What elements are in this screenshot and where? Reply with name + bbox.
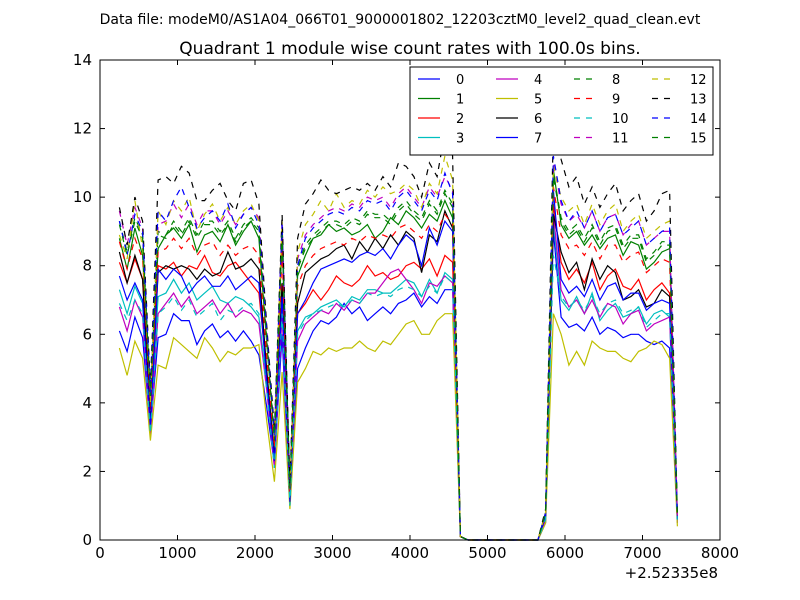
x-tick-label: 4000	[391, 544, 429, 562]
series-line-10	[118, 255, 678, 541]
y-tick-label: 10	[73, 188, 92, 206]
legend-label-15: 15	[690, 132, 707, 147]
legend-label-3: 3	[456, 132, 464, 147]
legend-label-7: 7	[534, 132, 542, 147]
series-line-9	[118, 186, 678, 541]
legend-label-8: 8	[612, 73, 620, 88]
x-tick-label: 7000	[623, 544, 661, 562]
series-line-2	[118, 203, 678, 541]
legend-label-4: 4	[534, 73, 542, 88]
legend-label-10: 10	[612, 112, 629, 127]
y-tick-label: 4	[82, 394, 92, 412]
axis-ticks: 0 1000 2000 3000 4000 5000 6000 7000 80000246810…	[73, 51, 739, 562]
legend-label-5: 5	[534, 93, 542, 108]
x-tick-label: 1000	[158, 544, 196, 562]
series-line-1	[118, 169, 678, 541]
series-line-4	[118, 214, 678, 541]
legend-label-12: 12	[690, 73, 707, 88]
series-line-7	[118, 190, 678, 541]
legend-label-6: 6	[534, 112, 542, 127]
y-tick-label: 0	[82, 531, 92, 549]
x-tick-label: 6000	[546, 544, 584, 562]
chart-title: Quadrant 1 module wise count rates with …	[179, 39, 640, 59]
legend-label-13: 13	[690, 93, 707, 108]
figure-suptitle: Data file: modeM0/AS1A04_066T01_90000018…	[100, 12, 701, 28]
legend-label-14: 14	[690, 112, 707, 127]
legend-label-0: 0	[456, 73, 464, 88]
series-line-13	[118, 124, 678, 541]
series-line-5	[118, 313, 678, 541]
y-tick-label: 12	[73, 120, 92, 138]
legend-box	[409, 66, 714, 156]
legend-label-2: 2	[456, 112, 464, 127]
series-line-0	[118, 231, 678, 541]
series-line-15	[118, 176, 678, 541]
y-tick-label: 8	[82, 257, 92, 275]
y-tick-label: 14	[73, 51, 92, 69]
x-tick-label: 8000	[701, 544, 739, 562]
series-line-14	[118, 155, 678, 541]
legend-label-9: 9	[612, 93, 620, 108]
x-tick-label: 0	[95, 544, 105, 562]
legend-label-11: 11	[612, 132, 629, 147]
x-tick-label: 5000	[468, 544, 506, 562]
y-tick-label: 2	[82, 462, 92, 480]
y-tick-label: 6	[82, 325, 92, 343]
legend-label-1: 1	[456, 93, 464, 108]
plot-series	[118, 124, 678, 541]
x-offset-label: +2.52335e8	[625, 564, 718, 582]
x-tick-label: 2000	[236, 544, 274, 562]
series-line-8	[118, 172, 678, 541]
series-line-12	[118, 153, 678, 541]
series-line-6	[118, 209, 678, 541]
x-tick-label: 3000	[313, 544, 351, 562]
